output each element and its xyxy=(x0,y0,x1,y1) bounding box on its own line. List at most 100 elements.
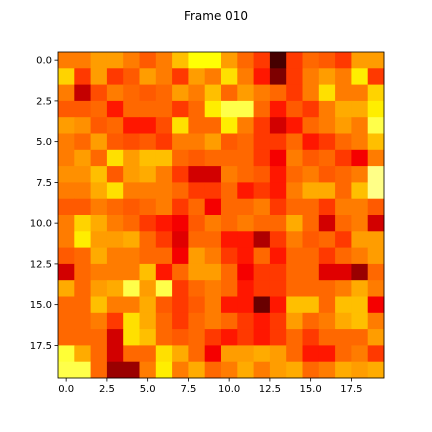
x-tick-label: 17.5 xyxy=(340,384,362,395)
heatmap-cell xyxy=(318,312,336,330)
heatmap-cell xyxy=(367,182,385,200)
heatmap-cell xyxy=(253,182,271,200)
heatmap-cell xyxy=(58,149,75,167)
heatmap-cell xyxy=(302,329,320,346)
heatmap-cell xyxy=(335,263,352,281)
heatmap-cell xyxy=(172,361,189,379)
heatmap-cell xyxy=(74,84,91,102)
heatmap-cell xyxy=(221,361,238,379)
heatmap-cell xyxy=(237,133,254,151)
heatmap-cell xyxy=(351,133,369,151)
heatmap-cell xyxy=(318,166,336,183)
heatmap-cell xyxy=(172,84,189,102)
heatmap-cell xyxy=(172,117,189,134)
heatmap-cell xyxy=(139,312,157,330)
heatmap-cell xyxy=(172,247,189,265)
heatmap-cell xyxy=(123,231,140,248)
heatmap-cell xyxy=(269,52,287,69)
heatmap-cell xyxy=(351,100,369,118)
heatmap-cell xyxy=(172,215,189,232)
heatmap-cell xyxy=(335,100,352,118)
heatmap-cell xyxy=(90,166,108,183)
heatmap-cell xyxy=(58,198,75,216)
heatmap-cell xyxy=(335,345,352,363)
heatmap-cell xyxy=(335,280,352,297)
heatmap-cell xyxy=(155,84,173,102)
heatmap-cell xyxy=(90,263,108,281)
heatmap-cell xyxy=(58,133,75,151)
heatmap-cell xyxy=(367,312,385,330)
heatmap-cell xyxy=(172,312,189,330)
heatmap-cell xyxy=(253,263,271,281)
heatmap-cell xyxy=(172,166,189,183)
heatmap-cell xyxy=(286,345,303,363)
heatmap-cell xyxy=(123,133,140,151)
heatmap-cell xyxy=(237,215,254,232)
heatmap-cell xyxy=(221,329,238,346)
heatmap-cell xyxy=(335,198,352,216)
heatmap-cell xyxy=(58,166,75,183)
heatmap-cell xyxy=(204,133,222,151)
heatmap-cell xyxy=(139,280,157,297)
x-tick-label: 7.5 xyxy=(180,384,196,395)
heatmap-cell xyxy=(286,68,303,85)
heatmap-cell xyxy=(155,312,173,330)
heatmap-cell xyxy=(74,68,91,85)
heatmap-cell xyxy=(172,149,189,167)
y-axis: 0.0 2.5 5.0 7.5 10.0 12.5 15.0 17.5 xyxy=(30,56,58,352)
heatmap-cell xyxy=(188,117,206,134)
heatmap-cell xyxy=(221,166,238,183)
axes-frame xyxy=(57,51,385,379)
heatmap-cell xyxy=(269,361,287,379)
heatmap-cell xyxy=(90,84,108,102)
heatmap-cell xyxy=(302,247,320,265)
heatmap-cell xyxy=(74,198,91,216)
heatmap-cell xyxy=(302,68,320,85)
heatmap-cell xyxy=(172,182,189,200)
heatmap-cell xyxy=(221,345,238,363)
heatmap-cell xyxy=(302,280,320,297)
y-tick-label: 15.0 xyxy=(30,300,52,311)
heatmap-cell xyxy=(106,52,124,69)
heatmap-cell xyxy=(172,68,189,85)
heatmap-cell xyxy=(123,345,140,363)
heatmap-cell xyxy=(58,182,75,200)
heatmap-cell xyxy=(351,117,369,134)
heatmap-cell xyxy=(139,329,157,346)
heatmap-cell xyxy=(269,215,287,232)
heatmap-cell xyxy=(269,166,287,183)
heatmap-cell xyxy=(237,117,254,134)
heatmap-cell xyxy=(351,263,369,281)
heatmap-cell xyxy=(204,296,222,314)
heatmap-cell xyxy=(106,296,124,314)
heatmap-cell xyxy=(123,149,140,167)
heatmap-cell xyxy=(90,215,108,232)
heatmap-cell xyxy=(318,280,336,297)
heatmap-cell xyxy=(367,133,385,151)
heatmap-cell xyxy=(318,149,336,167)
heatmap-cell xyxy=(204,263,222,281)
heatmap-cell xyxy=(367,198,385,216)
heatmap-cell xyxy=(302,263,320,281)
heatmap-cell xyxy=(253,133,271,151)
heatmap-cell xyxy=(351,166,369,183)
heatmap-cell xyxy=(58,296,75,314)
heatmap-cell xyxy=(106,198,124,216)
heatmap-cell xyxy=(172,133,189,151)
heatmap-cell xyxy=(237,149,254,167)
heatmap-cell xyxy=(269,345,287,363)
heatmap-cell xyxy=(286,133,303,151)
heatmap-cell xyxy=(253,198,271,216)
heatmap-cell xyxy=(155,182,173,200)
heatmap-cell xyxy=(90,231,108,248)
heatmap-cell xyxy=(253,231,271,248)
heatmap-cell xyxy=(367,345,385,363)
heatmap-cell xyxy=(318,117,336,134)
heatmap-cell xyxy=(221,84,238,102)
heatmap-cell xyxy=(74,329,91,346)
x-tick-label: 0.0 xyxy=(58,384,74,395)
heatmap-cell xyxy=(318,68,336,85)
heatmap-cell xyxy=(58,345,75,363)
heatmap-cell xyxy=(253,117,271,134)
heatmap-cell xyxy=(188,345,206,363)
